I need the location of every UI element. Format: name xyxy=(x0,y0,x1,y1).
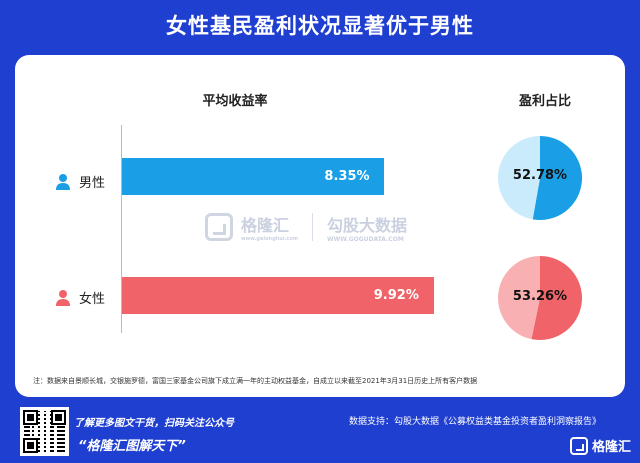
female-label: 女性 xyxy=(79,292,106,307)
data-note: 注：数据来自景顺长城，交银施罗德，富国三家基金公司旗下成立满一年的主动权益基金，… xyxy=(33,377,478,385)
brand-logo-icon xyxy=(570,436,588,455)
pie-female-slice-0 xyxy=(531,256,582,340)
footer-brand-name: 格隆汇 xyxy=(592,440,632,455)
pie-female-slice-1 xyxy=(497,256,540,340)
bar-chart-header: 平均收益率 xyxy=(202,94,268,109)
male-person-icon xyxy=(56,173,70,190)
pie-male-label: 52.78% xyxy=(512,168,568,183)
watermark-brand: 格隆汇 xyxy=(241,216,290,235)
pie-male xyxy=(498,136,582,220)
qr-code-icon xyxy=(20,407,69,456)
female-legend: 女性 xyxy=(55,288,105,307)
gelonghui-logo-icon xyxy=(205,213,233,241)
bar-male xyxy=(122,158,385,195)
pie-chart-header: 盈利占比 xyxy=(518,94,571,109)
bar-female xyxy=(122,277,434,314)
pie-male-slice-0 xyxy=(532,136,582,220)
male-label: 男性 xyxy=(79,176,106,191)
pie-female xyxy=(497,256,582,340)
bar-male-value-label: 8.35% xyxy=(324,169,370,184)
bar-female-value-label: 9.92% xyxy=(373,288,419,303)
watermark-partner-sub: WWW.GOGUDATA.COM xyxy=(327,235,404,243)
pie-female-label: 53.26% xyxy=(512,289,568,304)
watermark-divider xyxy=(312,213,314,241)
female-person-icon xyxy=(56,289,70,306)
footer-slogan: “格隆汇图解天下” xyxy=(78,439,186,454)
footer-follow-text: 了解更多图文干货，扫码关注公众号 xyxy=(74,418,234,429)
chart-panel: 平均收益率 盈利占比 男性 女性 8.35% 9.92% 52.78% 53.2… xyxy=(15,55,625,397)
male-legend: 男性 xyxy=(55,172,105,191)
footer: 了解更多图文干货，扫码关注公众号 “格隆汇图解天下” 数据支持：勾股大数据《公募… xyxy=(0,397,640,463)
watermark-brand-sub: www.gelonghui.com xyxy=(241,236,299,242)
watermark: 格隆汇 www.gelonghui.com 勾股大数据 WWW.GOGUDATA… xyxy=(205,207,445,247)
footer-source: 数据支持：勾股大数据《公募权益类基金投资者盈利洞察报告》 xyxy=(349,417,602,427)
pie-male-slice-1 xyxy=(498,136,540,220)
watermark-partner: 勾股大数据 xyxy=(327,215,408,235)
footer-brand: 格隆汇 xyxy=(570,436,631,455)
bar-axis-line xyxy=(121,125,122,333)
page-title: 女性基民盈利状况显著优于男性 xyxy=(166,14,474,38)
